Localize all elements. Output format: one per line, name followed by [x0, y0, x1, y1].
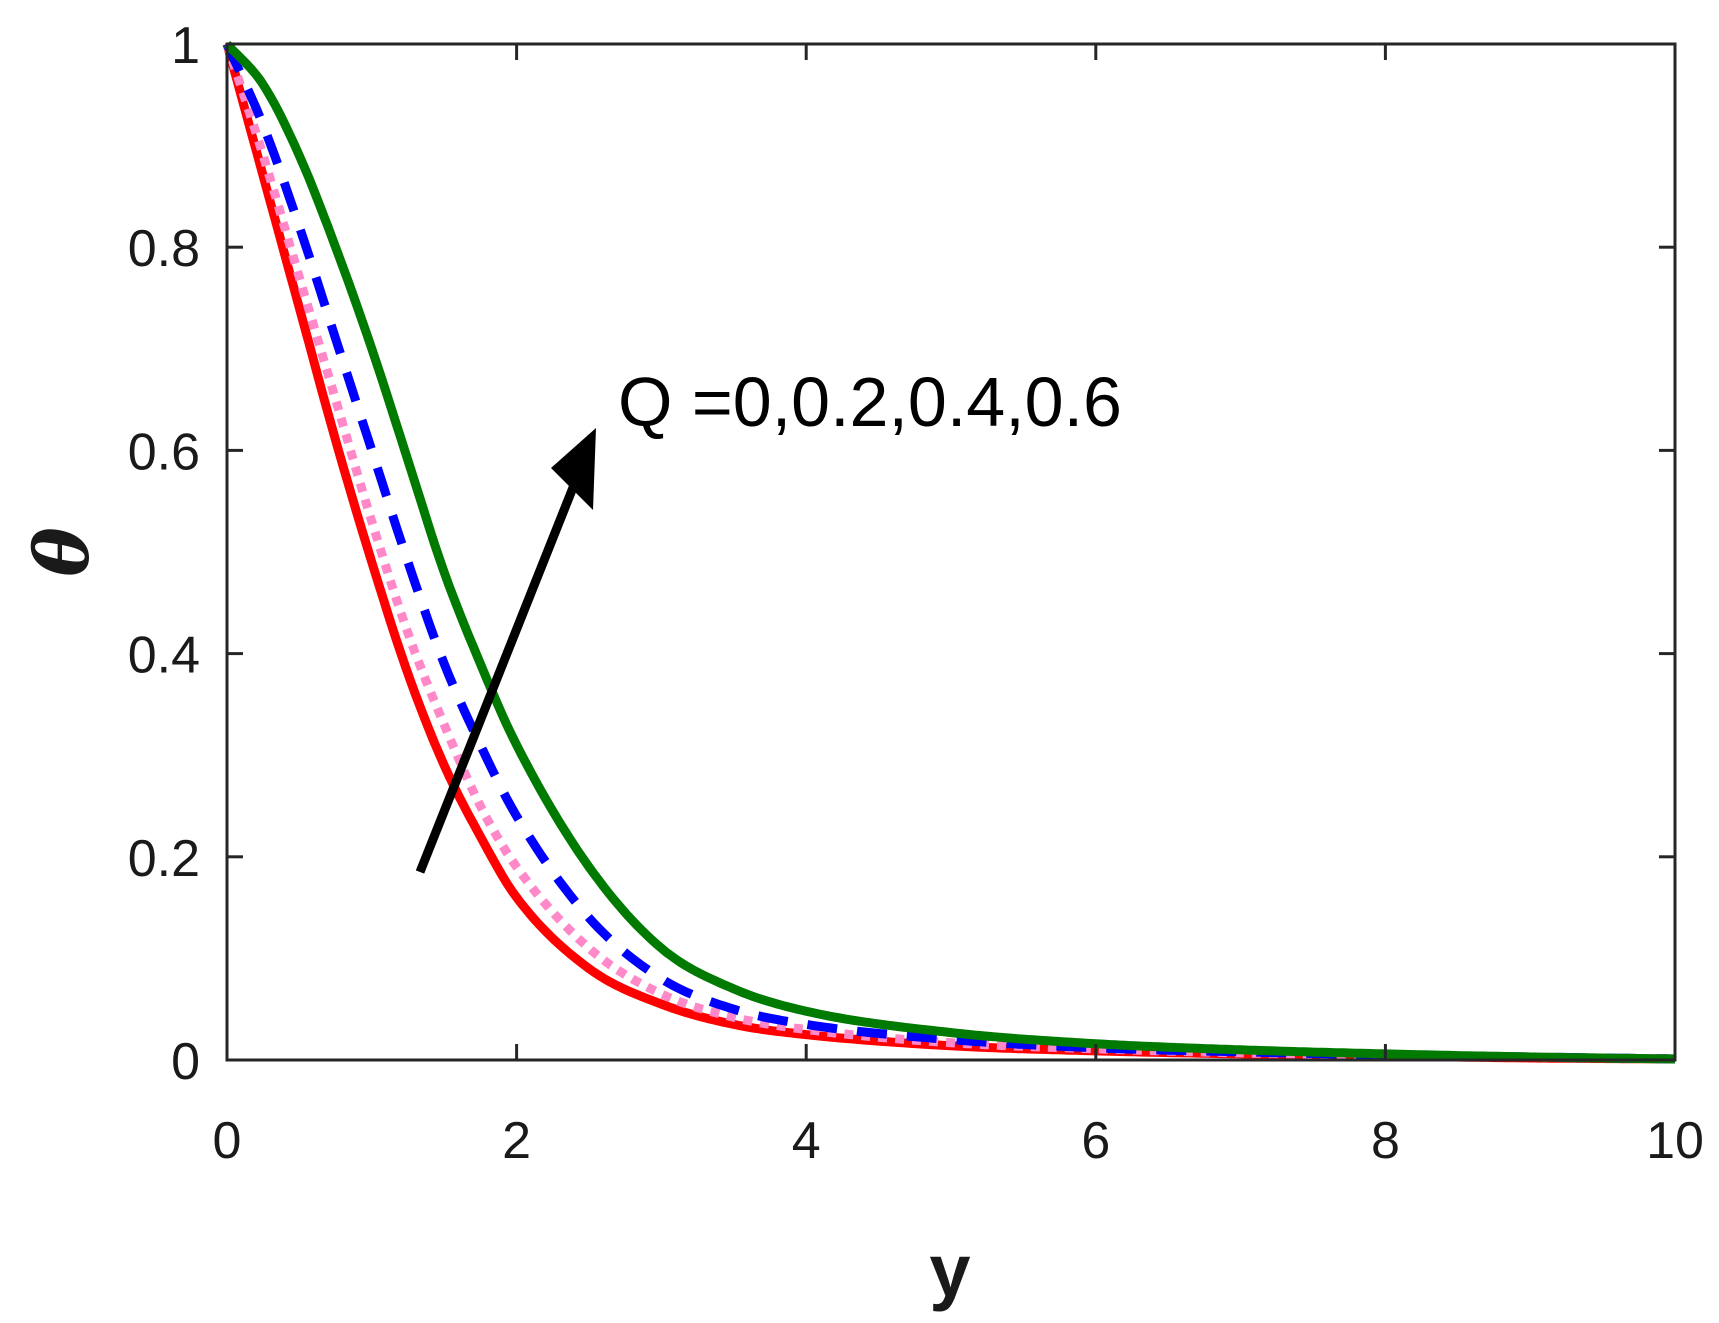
y-tick-label: 0.4 — [128, 627, 200, 685]
annotation-text: Q =0,0.2,0.4,0.6 — [618, 363, 1122, 441]
x-tick-label: 10 — [1646, 1112, 1704, 1170]
series-line-1 — [222, 42, 1675, 1064]
y-tick-label: 0.6 — [128, 423, 200, 481]
x-axis-label: y — [929, 1229, 970, 1312]
x-tick-label: 0 — [213, 1112, 242, 1170]
x-tick-label: 6 — [1081, 1112, 1110, 1170]
x-tick-label: 4 — [792, 1112, 821, 1170]
plot-frame — [225, 42, 1677, 1062]
x-tick-label: 8 — [1371, 1112, 1400, 1170]
x-tick-label: 2 — [502, 1112, 531, 1170]
series-line-2 — [222, 42, 1676, 1064]
tick-layer: 0 2 4 6 8 10 0 0.2 0.4 0.6 0.8 1 — [128, 17, 1704, 1170]
annotation-arrow-head — [551, 428, 596, 510]
y-tick-label: 0.2 — [128, 830, 200, 888]
y-tick-label: 1 — [171, 17, 200, 75]
y-axis-label: θ — [20, 527, 106, 577]
series-line-3 — [222, 42, 1676, 1064]
y-tick-label: 0.8 — [128, 220, 200, 278]
series-line-4 — [223, 40, 1676, 1064]
series-layer — [222, 40, 1676, 1064]
y-tick-label: 0 — [171, 1033, 200, 1091]
annotation-arrow-shaft — [415, 478, 581, 874]
